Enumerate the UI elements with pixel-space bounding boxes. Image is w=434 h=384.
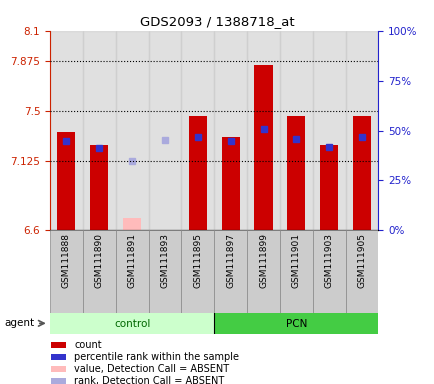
Bar <box>82 230 115 313</box>
Bar <box>214 230 247 313</box>
Bar <box>247 31 279 230</box>
Bar <box>50 313 214 334</box>
Text: percentile rank within the sample: percentile rank within the sample <box>74 352 239 362</box>
Bar <box>115 31 148 230</box>
Text: GSM111903: GSM111903 <box>324 233 333 288</box>
Bar <box>214 313 378 334</box>
Text: GSM111895: GSM111895 <box>193 233 202 288</box>
Bar <box>50 230 82 313</box>
Bar <box>254 65 272 230</box>
Bar <box>247 230 279 313</box>
Bar <box>312 31 345 230</box>
Text: PCN: PCN <box>285 318 306 329</box>
Bar <box>51 378 66 384</box>
Bar <box>214 31 247 230</box>
Bar <box>312 230 345 313</box>
Text: GSM111891: GSM111891 <box>127 233 136 288</box>
Bar <box>352 116 370 230</box>
Bar <box>279 230 312 313</box>
Bar <box>115 230 148 313</box>
Text: GSM111899: GSM111899 <box>258 233 267 288</box>
Bar <box>188 116 207 230</box>
Bar <box>51 341 66 348</box>
Bar <box>319 145 338 230</box>
Text: GSM111888: GSM111888 <box>62 233 71 288</box>
Text: control: control <box>114 318 150 329</box>
Text: GSM111897: GSM111897 <box>226 233 235 288</box>
Bar <box>50 31 82 230</box>
Text: GSM111901: GSM111901 <box>291 233 300 288</box>
Bar <box>57 132 76 230</box>
Bar <box>148 31 181 230</box>
Bar <box>221 137 239 230</box>
Bar <box>148 230 181 313</box>
Bar <box>123 218 141 230</box>
Text: rank, Detection Call = ABSENT: rank, Detection Call = ABSENT <box>74 376 224 384</box>
Bar <box>51 366 66 372</box>
Text: count: count <box>74 339 102 350</box>
Text: value, Detection Call = ABSENT: value, Detection Call = ABSENT <box>74 364 229 374</box>
Text: GDS2093 / 1388718_at: GDS2093 / 1388718_at <box>140 15 294 28</box>
Bar <box>345 230 378 313</box>
Bar <box>345 31 378 230</box>
Text: GSM111890: GSM111890 <box>95 233 104 288</box>
Bar <box>181 31 214 230</box>
Bar <box>82 31 115 230</box>
Text: GSM111893: GSM111893 <box>160 233 169 288</box>
Text: agent: agent <box>4 318 34 328</box>
Bar <box>279 31 312 230</box>
Bar <box>286 116 305 230</box>
Bar <box>90 145 108 230</box>
Bar <box>51 354 66 360</box>
Bar <box>181 230 214 313</box>
Text: GSM111905: GSM111905 <box>357 233 366 288</box>
